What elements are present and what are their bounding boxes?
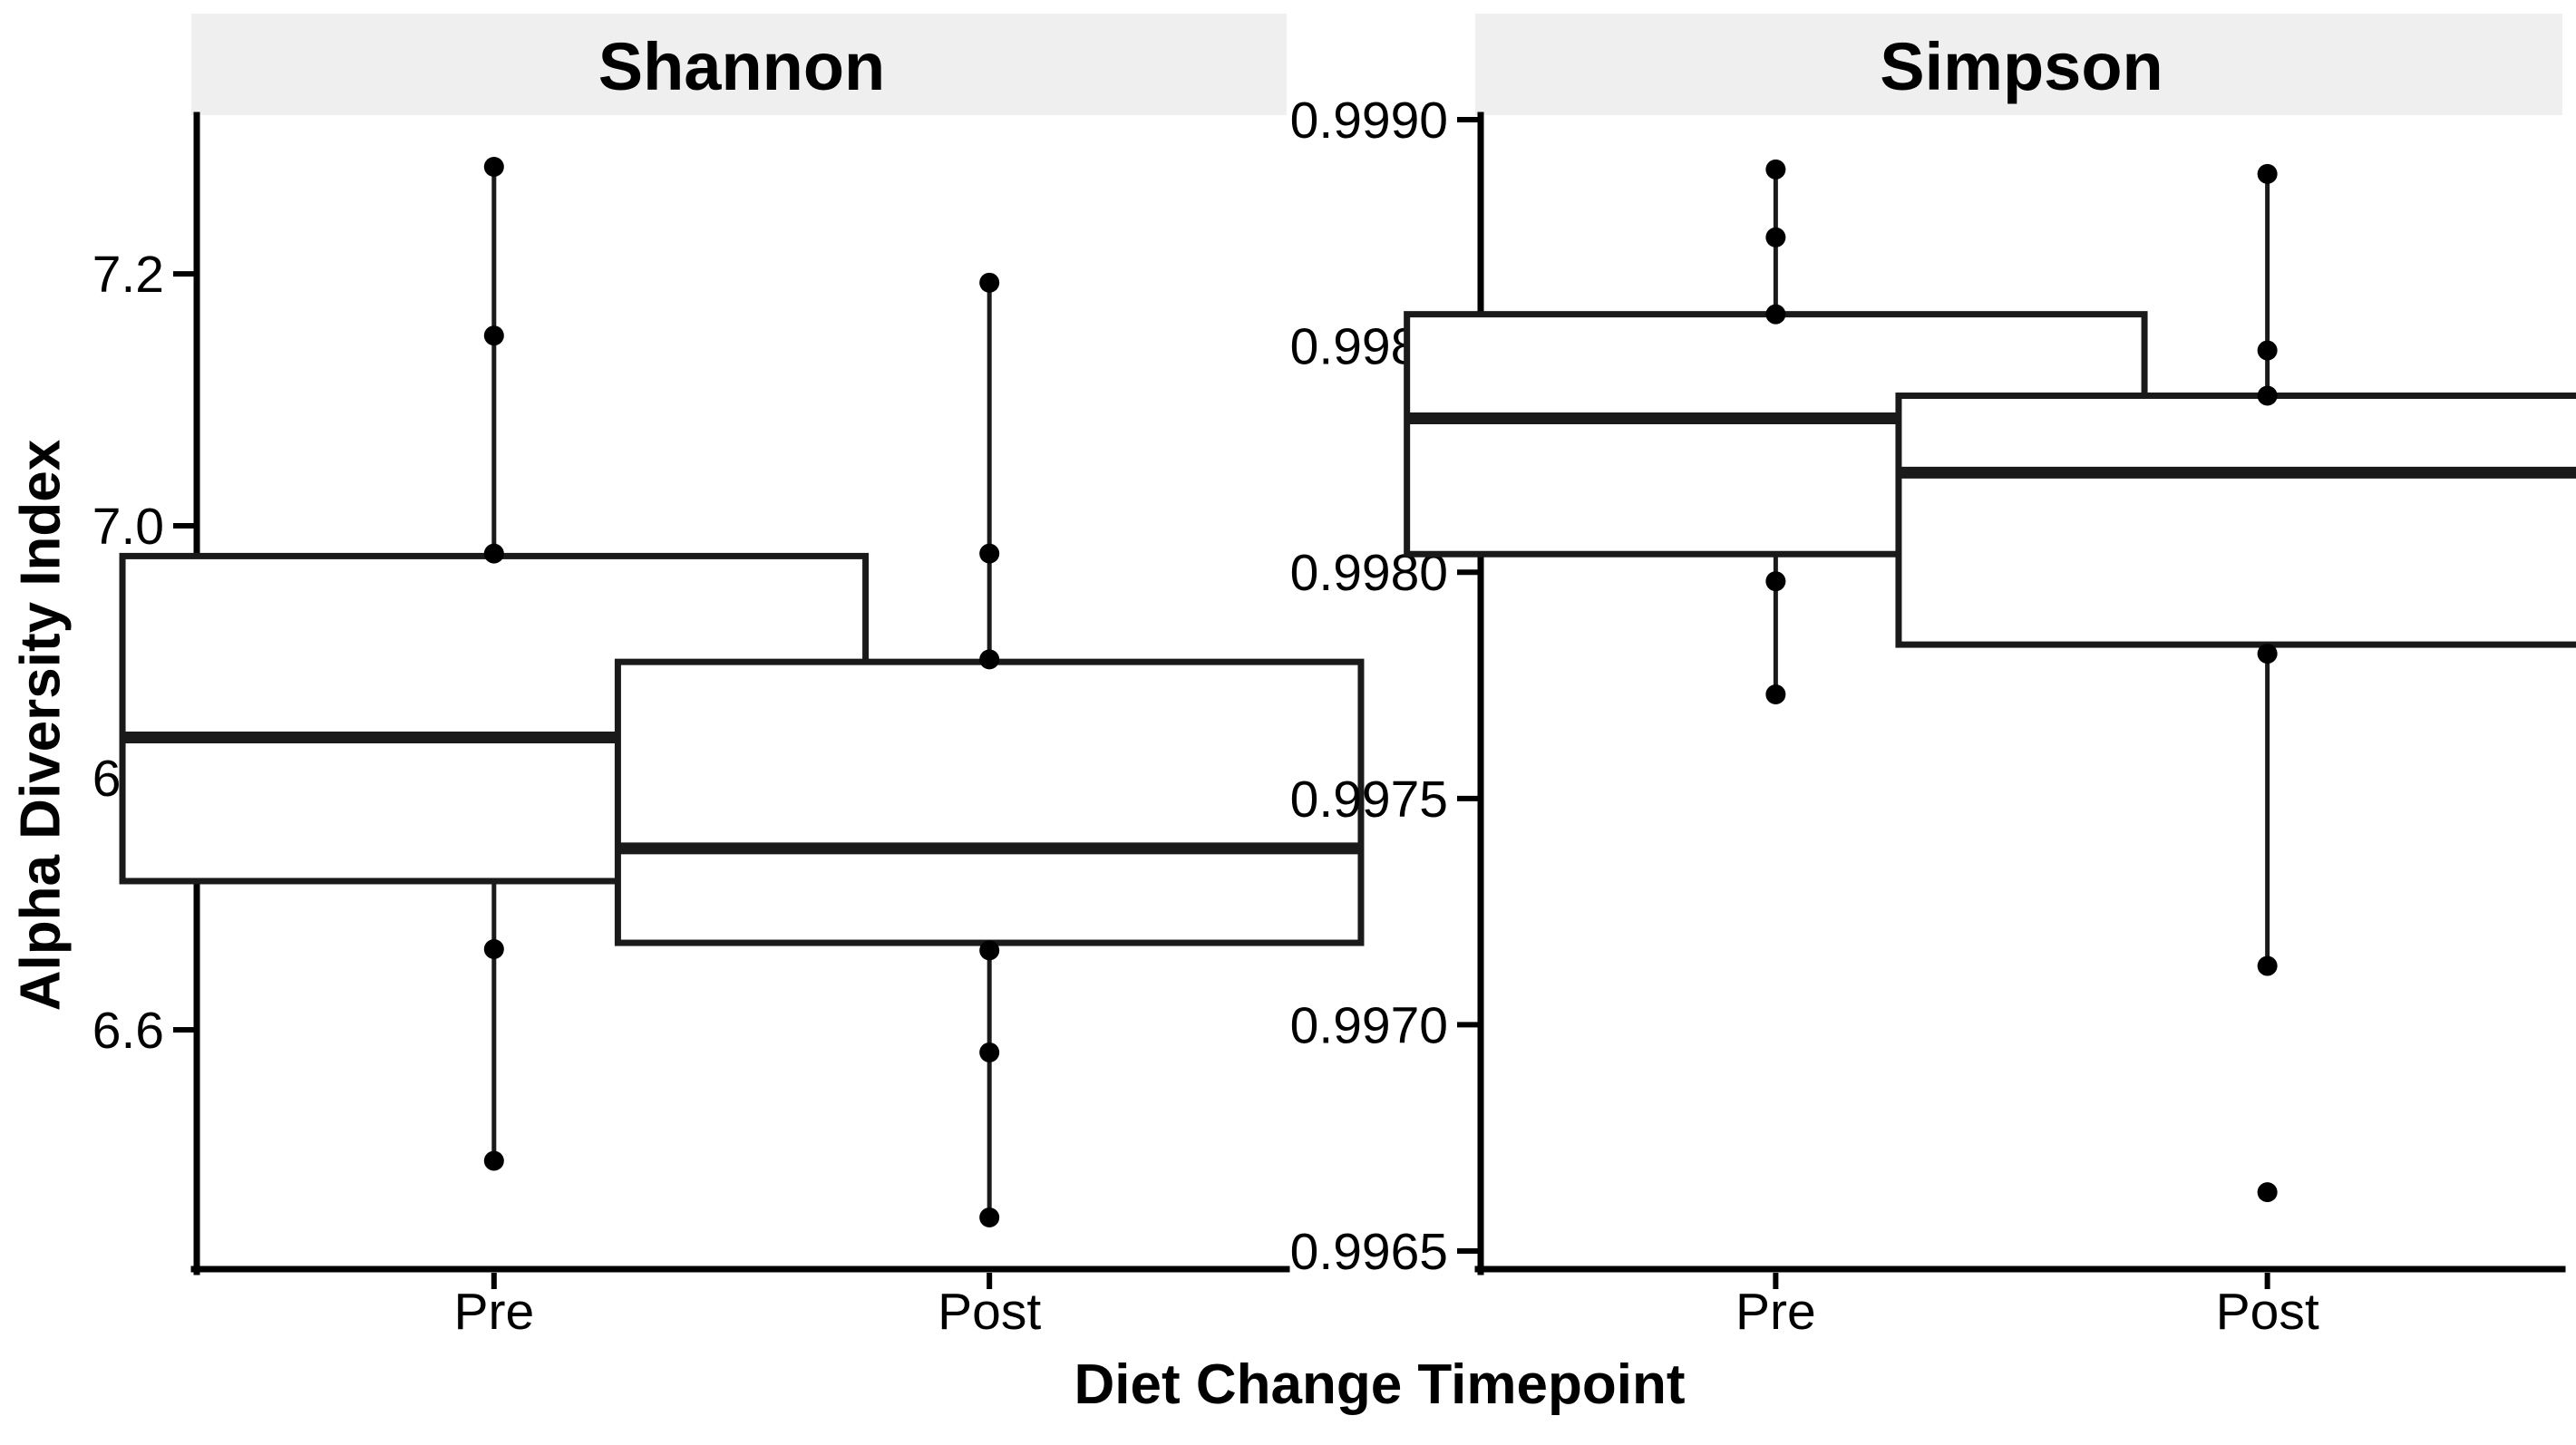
data-point — [2257, 955, 2278, 976]
x-tick-label: Post — [938, 1283, 1041, 1341]
data-point — [2257, 340, 2278, 361]
y-tick-label: 0.9970 — [1290, 996, 1448, 1054]
y-tick-label: 7.0 — [92, 498, 164, 556]
data-point — [483, 325, 504, 346]
facet-strip — [191, 14, 1287, 115]
y-tick-label: 0.9965 — [1290, 1223, 1448, 1281]
data-point — [979, 649, 1000, 670]
data-point — [1765, 304, 1786, 325]
data-point — [483, 1150, 504, 1171]
y-tick-label: 0.9975 — [1290, 771, 1448, 829]
data-point — [979, 543, 1000, 564]
data-point — [2257, 385, 2278, 406]
data-point — [2257, 644, 2278, 664]
outlier-point — [2257, 1182, 2278, 1203]
facet-title: Simpson — [1880, 29, 2163, 104]
x-tick-label: Pre — [1735, 1283, 1816, 1341]
data-point — [483, 543, 504, 564]
data-point — [979, 272, 1000, 293]
box — [614, 658, 1365, 946]
data-point — [979, 1042, 1000, 1062]
y-tick-label: 6.6 — [92, 1002, 164, 1060]
y-tick-label: 7.2 — [92, 246, 164, 304]
data-point — [2257, 163, 2278, 184]
y-axis-title: Alpha Diversity Index — [9, 439, 73, 1012]
y-tick-label: 0.9990 — [1290, 92, 1448, 150]
data-point — [1765, 159, 1786, 179]
data-point — [979, 1207, 1000, 1228]
x-axis-title: Diet Change Timepoint — [1074, 1353, 1686, 1416]
data-point — [1765, 571, 1786, 592]
facet-title: Shannon — [598, 29, 886, 104]
data-point — [979, 940, 1000, 961]
data-point — [483, 156, 504, 177]
x-tick-label: Post — [2216, 1283, 2319, 1341]
data-point — [1765, 684, 1786, 704]
box — [1895, 393, 2576, 648]
facet-strip — [1475, 14, 2562, 115]
x-tick-label: Pre — [453, 1283, 534, 1341]
data-point — [1765, 227, 1786, 247]
data-point — [483, 939, 504, 960]
